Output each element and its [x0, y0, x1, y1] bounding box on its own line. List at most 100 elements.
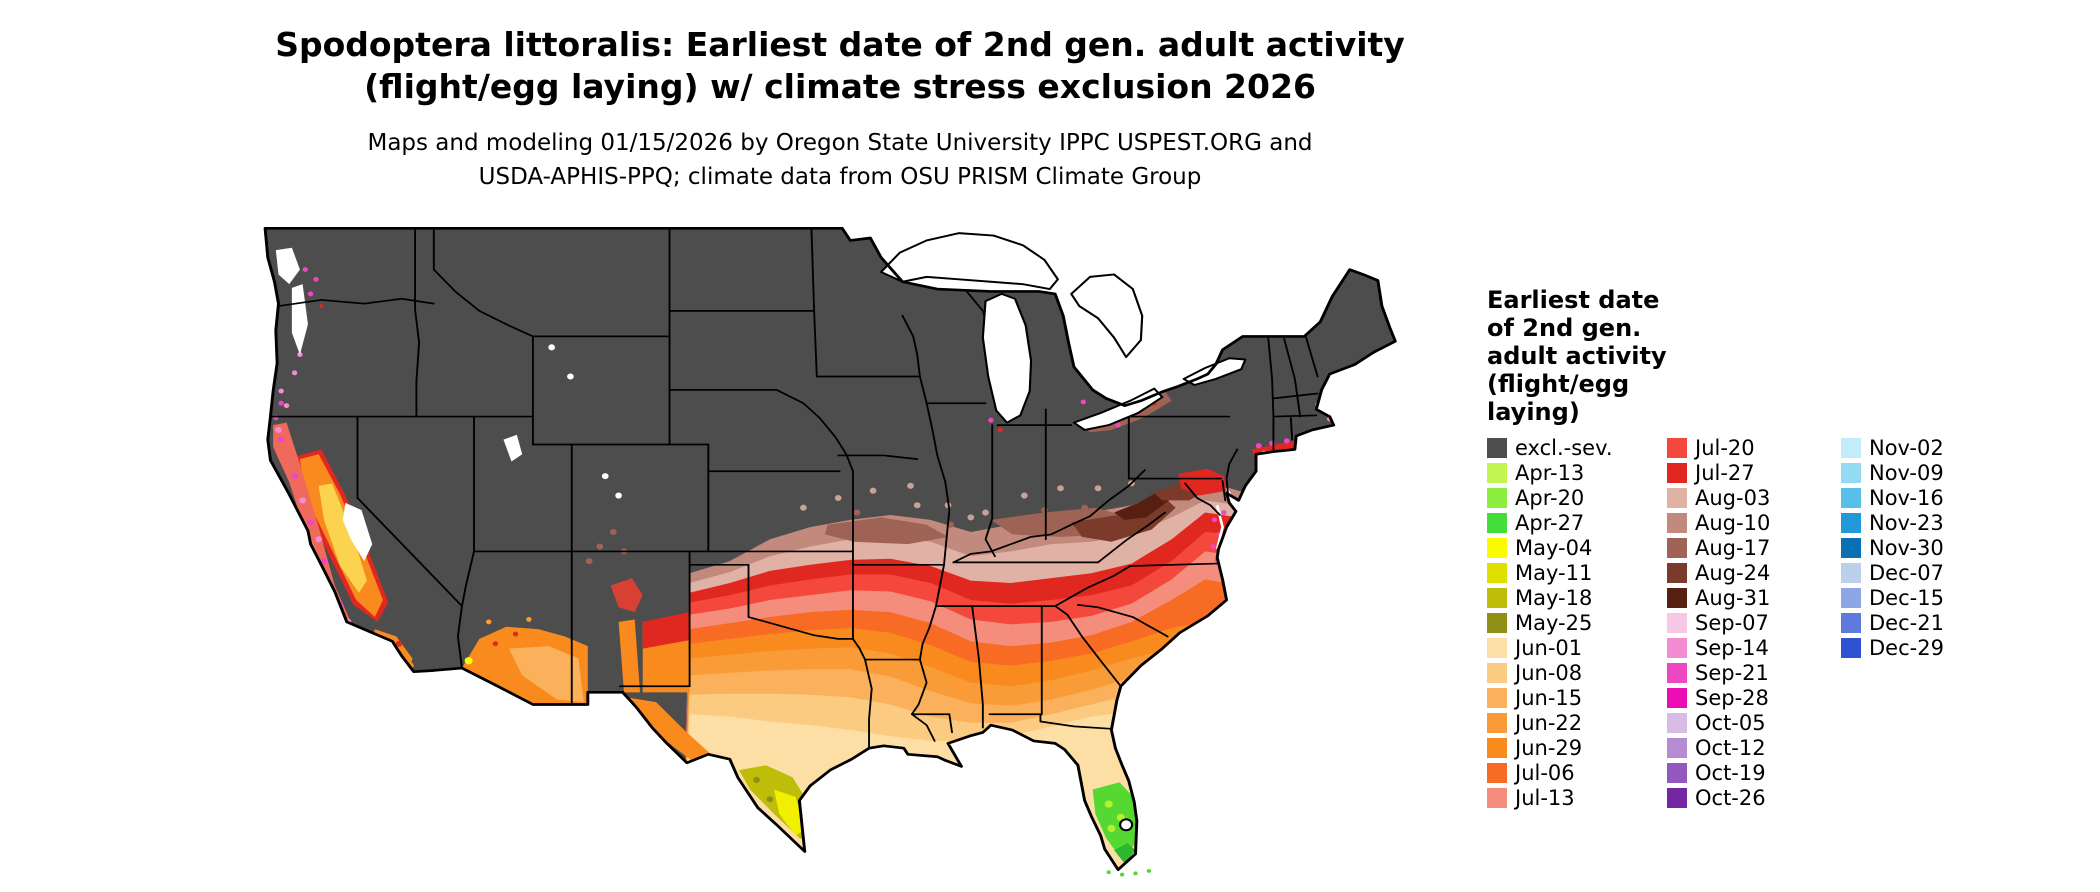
legend-label: Jul-13 [1515, 785, 1575, 810]
legend-item: Apr-27 [1487, 510, 1613, 535]
legend-item: Nov-09 [1841, 460, 1944, 485]
legend-item: Jul-13 [1487, 785, 1613, 810]
legend-label: Dec-21 [1869, 610, 1944, 635]
legend-swatch [1487, 437, 1507, 458]
legend-label: Aug-31 [1695, 585, 1771, 610]
legend-swatch [1487, 737, 1507, 758]
legend-swatch [1487, 712, 1507, 733]
legend-label: Nov-23 [1869, 510, 1944, 535]
legend-label: May-04 [1515, 535, 1593, 560]
legend-swatch [1487, 662, 1507, 683]
legend-label: Dec-07 [1869, 560, 1944, 585]
legend-item: May-25 [1487, 610, 1613, 635]
legend-item: Aug-31 [1667, 585, 1770, 610]
legend-swatch [1487, 787, 1507, 808]
legend-label: Nov-09 [1869, 460, 1944, 485]
legend-swatch [1841, 462, 1861, 483]
legend-item: Sep-21 [1667, 660, 1770, 685]
legend-swatch [1667, 562, 1687, 583]
legend-label: Jul-20 [1695, 435, 1755, 460]
legend-item: Dec-15 [1841, 585, 1944, 610]
legend-swatch [1487, 587, 1507, 608]
legend-swatch [1487, 612, 1507, 633]
legend-label: Oct-19 [1695, 760, 1766, 785]
legend-label: Dec-15 [1869, 585, 1944, 610]
legend-swatch [1667, 537, 1687, 558]
legend-item: Oct-26 [1667, 785, 1770, 810]
legend-label: Jun-01 [1515, 635, 1583, 660]
legend-swatch [1841, 512, 1861, 533]
legend-swatch [1841, 612, 1861, 633]
legend-swatch [1667, 712, 1687, 733]
legend-title-line: of 2nd gen. [1487, 314, 1642, 342]
legend-item: Sep-14 [1667, 635, 1770, 660]
legend-label: Nov-02 [1869, 435, 1944, 460]
legend-swatch [1667, 487, 1687, 508]
legend-label: Sep-07 [1695, 610, 1769, 635]
legend-label: Apr-27 [1515, 510, 1585, 535]
legend-item: Sep-28 [1667, 685, 1770, 710]
legend-column-2: Jul-20 Jul-27 Aug-03 Aug-10 Aug-17 [1667, 435, 1770, 810]
legend-label: Nov-30 [1869, 535, 1944, 560]
legend-label: Sep-28 [1695, 685, 1769, 710]
legend-swatch [1667, 587, 1687, 608]
legend-item: Jul-06 [1487, 760, 1613, 785]
legend-item: Dec-07 [1841, 560, 1944, 585]
legend-item: Dec-29 [1841, 635, 1944, 660]
legend-title-line: Earliest date [1487, 286, 1660, 314]
legend-column-3: Nov-02 Nov-09 Nov-16 Nov-23 Nov-30 [1841, 435, 1944, 660]
legend-swatch [1667, 462, 1687, 483]
legend-swatch [1487, 562, 1507, 583]
legend-swatch [1841, 537, 1861, 558]
legend-swatch [1667, 612, 1687, 633]
legend-title-line: laying) [1487, 398, 1580, 426]
legend-item: Jun-01 [1487, 635, 1613, 660]
legend-title-line: (flight/egg [1487, 370, 1630, 398]
lake-michigan [981, 292, 1033, 424]
legend-label: Jun-15 [1515, 685, 1583, 710]
legend-label: Jun-22 [1515, 710, 1583, 735]
legend-item: Nov-30 [1841, 535, 1944, 560]
legend-item: May-11 [1487, 560, 1613, 585]
legend-item: Nov-23 [1841, 510, 1944, 535]
legend-label: Aug-17 [1695, 535, 1771, 560]
legend-item: Aug-17 [1667, 535, 1770, 560]
legend-label: excl.-sev. [1515, 435, 1613, 460]
lake-erie [1072, 387, 1164, 431]
legend-label: Oct-05 [1695, 710, 1766, 735]
legend-swatch [1487, 762, 1507, 783]
legend-label: Dec-29 [1869, 635, 1944, 660]
legend-item: Oct-05 [1667, 710, 1770, 735]
legend-swatch [1841, 587, 1861, 608]
legend-swatch [1841, 562, 1861, 583]
legend-swatch [1667, 762, 1687, 783]
legend-label: Jun-08 [1515, 660, 1583, 685]
us-outline [263, 226, 1397, 872]
lake-superior [880, 232, 1059, 291]
us-map [263, 226, 1397, 877]
legend-swatch [1841, 637, 1861, 658]
legend-swatch [1841, 487, 1861, 508]
legend-item: Jun-22 [1487, 710, 1613, 735]
legend-item: Jun-15 [1487, 685, 1613, 710]
legend-item: Jun-08 [1487, 660, 1613, 685]
legend-item: excl.-sev. [1487, 435, 1613, 460]
legend-item: Apr-13 [1487, 460, 1613, 485]
legend-item: Aug-24 [1667, 560, 1770, 585]
florida-keys [1106, 868, 1152, 877]
legend-title: Earliest date of 2nd gen. adult activity… [1487, 286, 1707, 426]
legend-item: Aug-10 [1667, 510, 1770, 535]
legend-title-line: adult activity [1487, 342, 1667, 370]
legend-swatch [1667, 662, 1687, 683]
legend-item: Nov-02 [1841, 435, 1944, 460]
legend-swatch [1667, 787, 1687, 808]
legend-label: May-11 [1515, 560, 1593, 585]
legend-swatch [1667, 737, 1687, 758]
legend-label: Sep-14 [1695, 635, 1769, 660]
legend-label: Apr-13 [1515, 460, 1585, 485]
legend-item: Oct-19 [1667, 760, 1770, 785]
legend-label: Jun-29 [1515, 735, 1583, 760]
legend-swatch [1487, 637, 1507, 658]
legend-item: Oct-12 [1667, 735, 1770, 760]
